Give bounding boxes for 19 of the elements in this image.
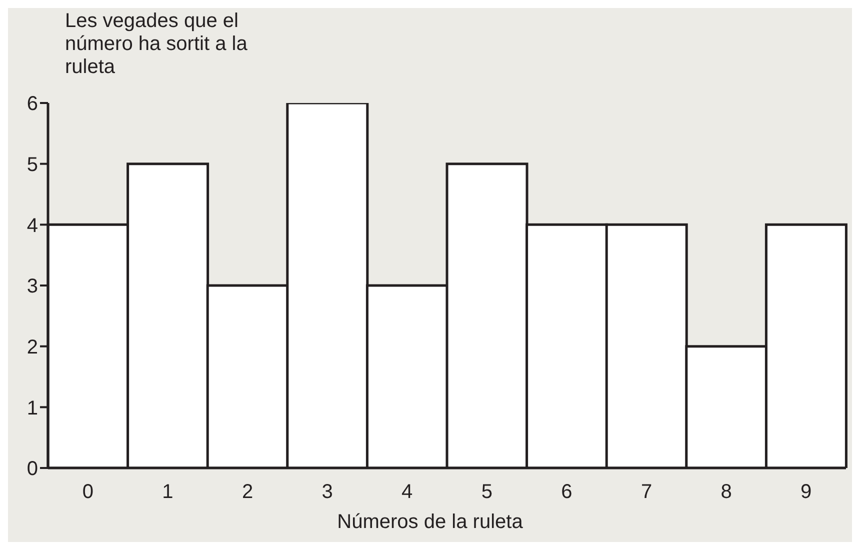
x-tick-label: 4: [402, 481, 413, 504]
y-tick-label: 1: [26, 397, 38, 420]
y-tick-label: 6: [26, 93, 38, 116]
x-tick-label: 3: [322, 481, 333, 504]
y-axis-title: Les vegades que el número ha sortit a la ruleta: [65, 10, 248, 79]
x-tick-label: 1: [162, 481, 174, 504]
x-tick-label: 9: [800, 481, 812, 504]
x-tick-label: 5: [481, 481, 492, 504]
x-tick-label: 2: [242, 481, 254, 504]
x-tick-label: 0: [82, 481, 94, 504]
y-tick-label: 3: [26, 276, 38, 298]
y-tick-label: 0: [26, 458, 38, 480]
x-axis-title: Números de la ruleta: [336, 511, 524, 534]
x-tick-label: 6: [561, 481, 572, 504]
x-tick-label: 7: [640, 481, 652, 504]
y-tick-label: 5: [26, 154, 38, 176]
y-tick-label: 4: [26, 214, 38, 237]
x-tick-label: 8: [720, 481, 732, 504]
y-tick-label: 2: [26, 336, 38, 358]
